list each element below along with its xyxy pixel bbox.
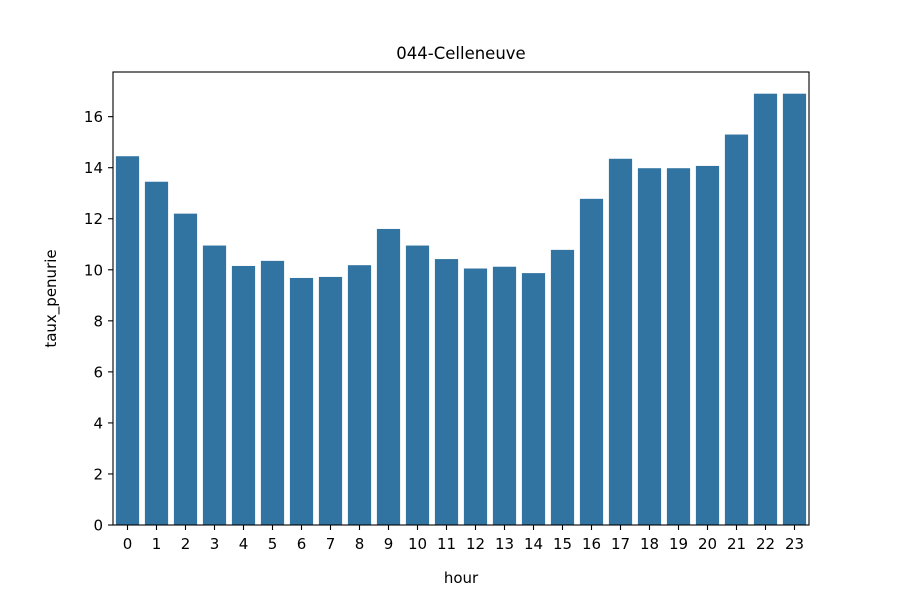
x-tick-label: 5 xyxy=(268,535,278,553)
x-tick-label: 16 xyxy=(582,535,601,553)
x-tick-label: 10 xyxy=(408,535,427,553)
bar-hour-0 xyxy=(115,156,140,525)
bar-hour-4 xyxy=(231,265,256,525)
y-tick-label: 14 xyxy=(84,159,103,177)
bar-hour-21 xyxy=(724,134,749,525)
y-tick-label: 0 xyxy=(93,517,103,535)
bar-hour-2 xyxy=(173,213,198,525)
bar-hour-15 xyxy=(550,249,575,525)
x-tick-label: 2 xyxy=(181,535,191,553)
bar-hour-18 xyxy=(637,168,662,525)
chart-title: 044-Celleneuve xyxy=(396,44,525,63)
bar-hour-14 xyxy=(521,273,546,525)
x-tick-label: 18 xyxy=(640,535,659,553)
x-tick-label: 22 xyxy=(756,535,775,553)
y-tick-label: 8 xyxy=(93,312,103,330)
y-tick-label: 6 xyxy=(93,363,103,381)
bar-hour-13 xyxy=(492,266,517,525)
bar-hour-5 xyxy=(260,260,285,525)
bars-group xyxy=(115,93,807,526)
x-tick-label: 23 xyxy=(785,535,804,553)
bar-hour-12 xyxy=(463,268,488,525)
x-tick-label: 12 xyxy=(466,535,485,553)
y-tick-label: 16 xyxy=(84,108,103,126)
x-tick-label: 21 xyxy=(727,535,746,553)
bar-hour-7 xyxy=(318,276,343,525)
bar-hour-9 xyxy=(376,228,401,525)
y-axis-label: taux_penurie xyxy=(42,249,61,347)
bar-hour-19 xyxy=(666,168,691,525)
x-tick-label: 20 xyxy=(698,535,717,553)
x-tick-label: 11 xyxy=(437,535,456,553)
x-tick-label: 6 xyxy=(297,535,307,553)
x-axis-label: hour xyxy=(444,569,479,587)
plot-frame xyxy=(112,71,810,526)
y-tick-label: 12 xyxy=(84,210,103,228)
bar-hour-16 xyxy=(579,198,604,525)
y-tick-label: 10 xyxy=(84,261,103,279)
x-tick-label: 1 xyxy=(152,535,162,553)
x-tick-label: 8 xyxy=(355,535,365,553)
x-tick-label: 14 xyxy=(524,535,543,553)
y-tick-label: 2 xyxy=(93,465,103,483)
bar-hour-3 xyxy=(202,245,227,526)
x-tick-label: 4 xyxy=(239,535,249,553)
x-tick-label: 3 xyxy=(210,535,220,553)
bar-hour-6 xyxy=(289,277,314,525)
x-tick-label: 7 xyxy=(326,535,336,553)
bar-hour-1 xyxy=(144,181,169,526)
y-axis: 0 2 4 6 8 10 12 14 16 xyxy=(84,108,113,535)
x-axis: 0 1 2 3 4 5 6 7 8 9 10 11 12 13 14 15 16 17 18 19 20 21 22 23 xyxy=(123,525,804,553)
x-tick-label: 13 xyxy=(495,535,514,553)
bar-hour-17 xyxy=(608,158,633,525)
x-tick-label: 0 xyxy=(123,535,133,553)
y-tick-label: 4 xyxy=(93,414,103,432)
bar-hour-11 xyxy=(434,259,459,525)
bar-hour-23 xyxy=(782,93,807,525)
x-tick-label: 9 xyxy=(384,535,394,553)
bar-hour-10 xyxy=(405,245,430,526)
bar-hour-20 xyxy=(695,165,720,526)
x-tick-label: 19 xyxy=(669,535,688,553)
x-tick-label: 17 xyxy=(611,535,630,553)
bar-hour-8 xyxy=(347,265,372,525)
x-tick-label: 15 xyxy=(553,535,572,553)
bar-hour-22 xyxy=(753,93,778,525)
